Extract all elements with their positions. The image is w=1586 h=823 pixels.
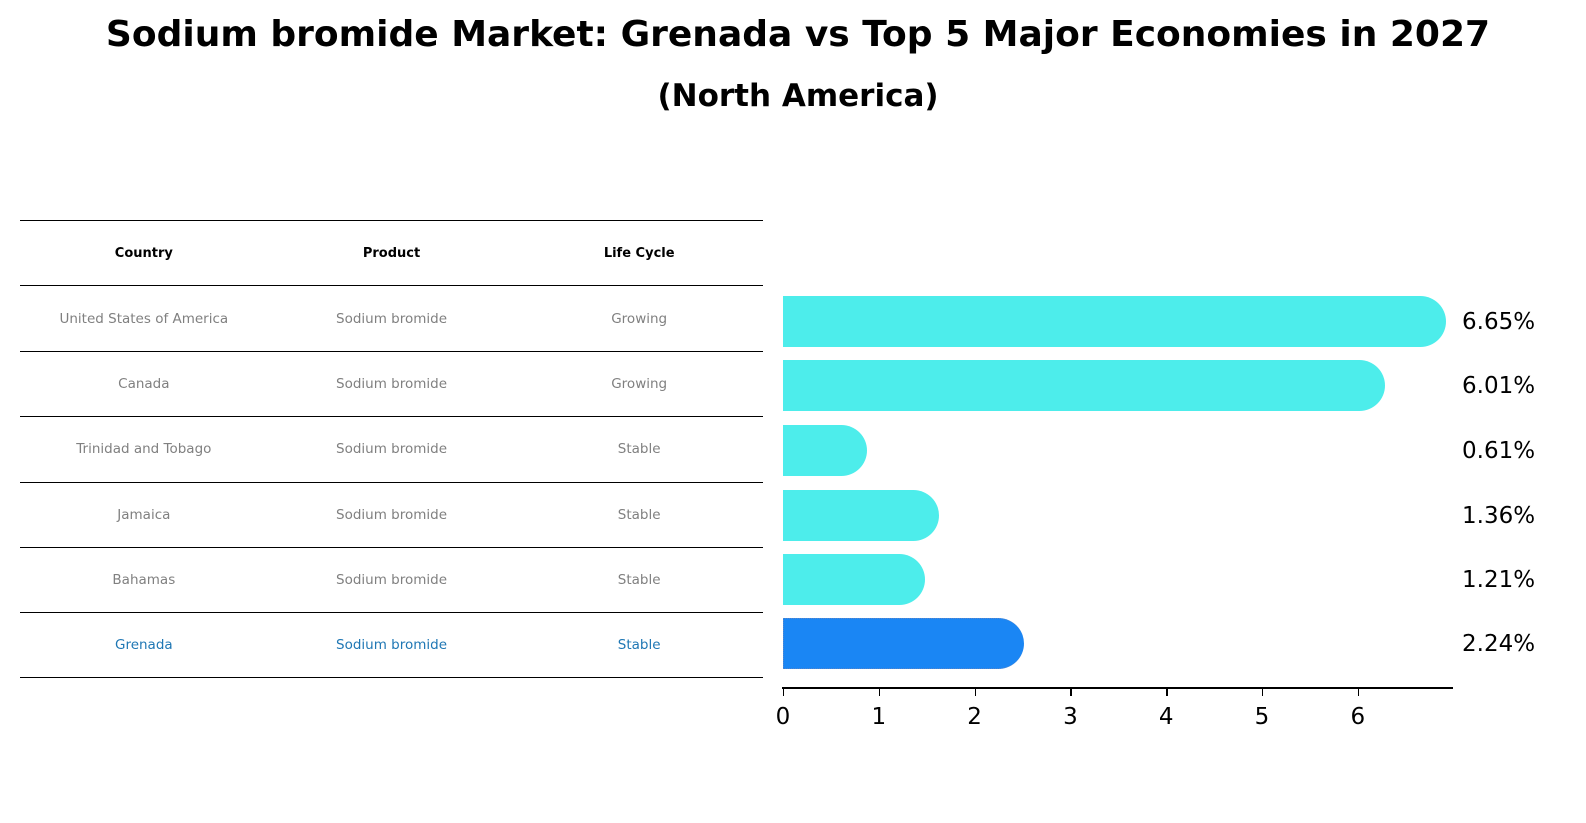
value-label: 1.21% (1462, 567, 1536, 593)
x-tick (1070, 688, 1072, 696)
cell-product: Sodium bromide (336, 310, 448, 327)
x-tick-label: 1 (871, 704, 887, 730)
cell-country: Grenada (114, 637, 173, 654)
cell-life-cycle: Stable (617, 506, 661, 523)
value-label: 0.61% (1462, 438, 1536, 464)
bar-highlighted (783, 618, 1024, 669)
cell-life-cycle: Stable (617, 572, 661, 589)
chart-title: Sodium bromide Market: Grenada vs Top 5 … (105, 14, 1491, 55)
cell-life-cycle: Growing (611, 375, 668, 392)
cell-life-cycle: Stable (617, 441, 661, 458)
cell-country: Bahamas (112, 572, 176, 589)
bar (783, 296, 1447, 347)
x-tick-label: 5 (1254, 704, 1270, 730)
table-row: Jamaica Sodium bromide Stable (20, 481, 763, 547)
table-row-highlighted: Grenada Sodium bromide Stable (20, 612, 763, 678)
x-axis-line (782, 687, 1453, 689)
bar (783, 554, 925, 605)
table-header: Country Product Life Cycle (20, 220, 763, 285)
table-row: Bahamas Sodium bromide Stable (20, 546, 763, 612)
x-tick-label: 2 (967, 704, 982, 730)
x-tick (1357, 688, 1360, 696)
cell-life-cycle: Stable (617, 637, 661, 654)
country-table: Country Product Life Cycle United States… (20, 220, 763, 678)
header-country: Country (114, 245, 173, 261)
chart-subtitle: (North America) (657, 78, 939, 114)
cell-product: Sodium bromide (336, 637, 448, 654)
x-tick-label: 6 (1350, 704, 1366, 730)
cell-country: Trinidad and Tobago (76, 441, 212, 458)
cell-country: United States of America (59, 310, 229, 327)
cell-product: Sodium bromide (336, 572, 448, 589)
value-label: 6.01% (1462, 373, 1536, 399)
bar (783, 425, 868, 476)
table-row: United States of America Sodium bromide … (20, 285, 763, 350)
x-tick (974, 688, 976, 696)
cell-life-cycle: Growing (611, 310, 668, 327)
x-tick (1262, 688, 1264, 696)
x-tick-label: 3 (1063, 704, 1078, 730)
x-tick (878, 688, 881, 696)
cell-country: Canada (118, 375, 170, 392)
table-row: Trinidad and Tobago Sodium bromide Stabl… (20, 416, 763, 481)
header-product: Product (362, 245, 421, 261)
bar (783, 360, 1385, 411)
header-life-cycle: Life Cycle (603, 245, 675, 261)
value-label: 1.36% (1462, 503, 1536, 529)
value-label: 6.65% (1462, 309, 1536, 335)
x-tick-label: 4 (1158, 704, 1174, 730)
cell-product: Sodium bromide (336, 441, 448, 458)
x-tick (783, 688, 785, 696)
cell-product: Sodium bromide (336, 506, 448, 523)
x-tick-label: 0 (775, 704, 791, 730)
cell-product: Sodium bromide (336, 375, 448, 392)
value-label: 2.24% (1462, 631, 1536, 657)
x-tick (1166, 688, 1168, 696)
table-row: Canada Sodium bromide Growing (20, 350, 763, 416)
bar (783, 490, 940, 541)
cell-country: Jamaica (117, 506, 171, 523)
